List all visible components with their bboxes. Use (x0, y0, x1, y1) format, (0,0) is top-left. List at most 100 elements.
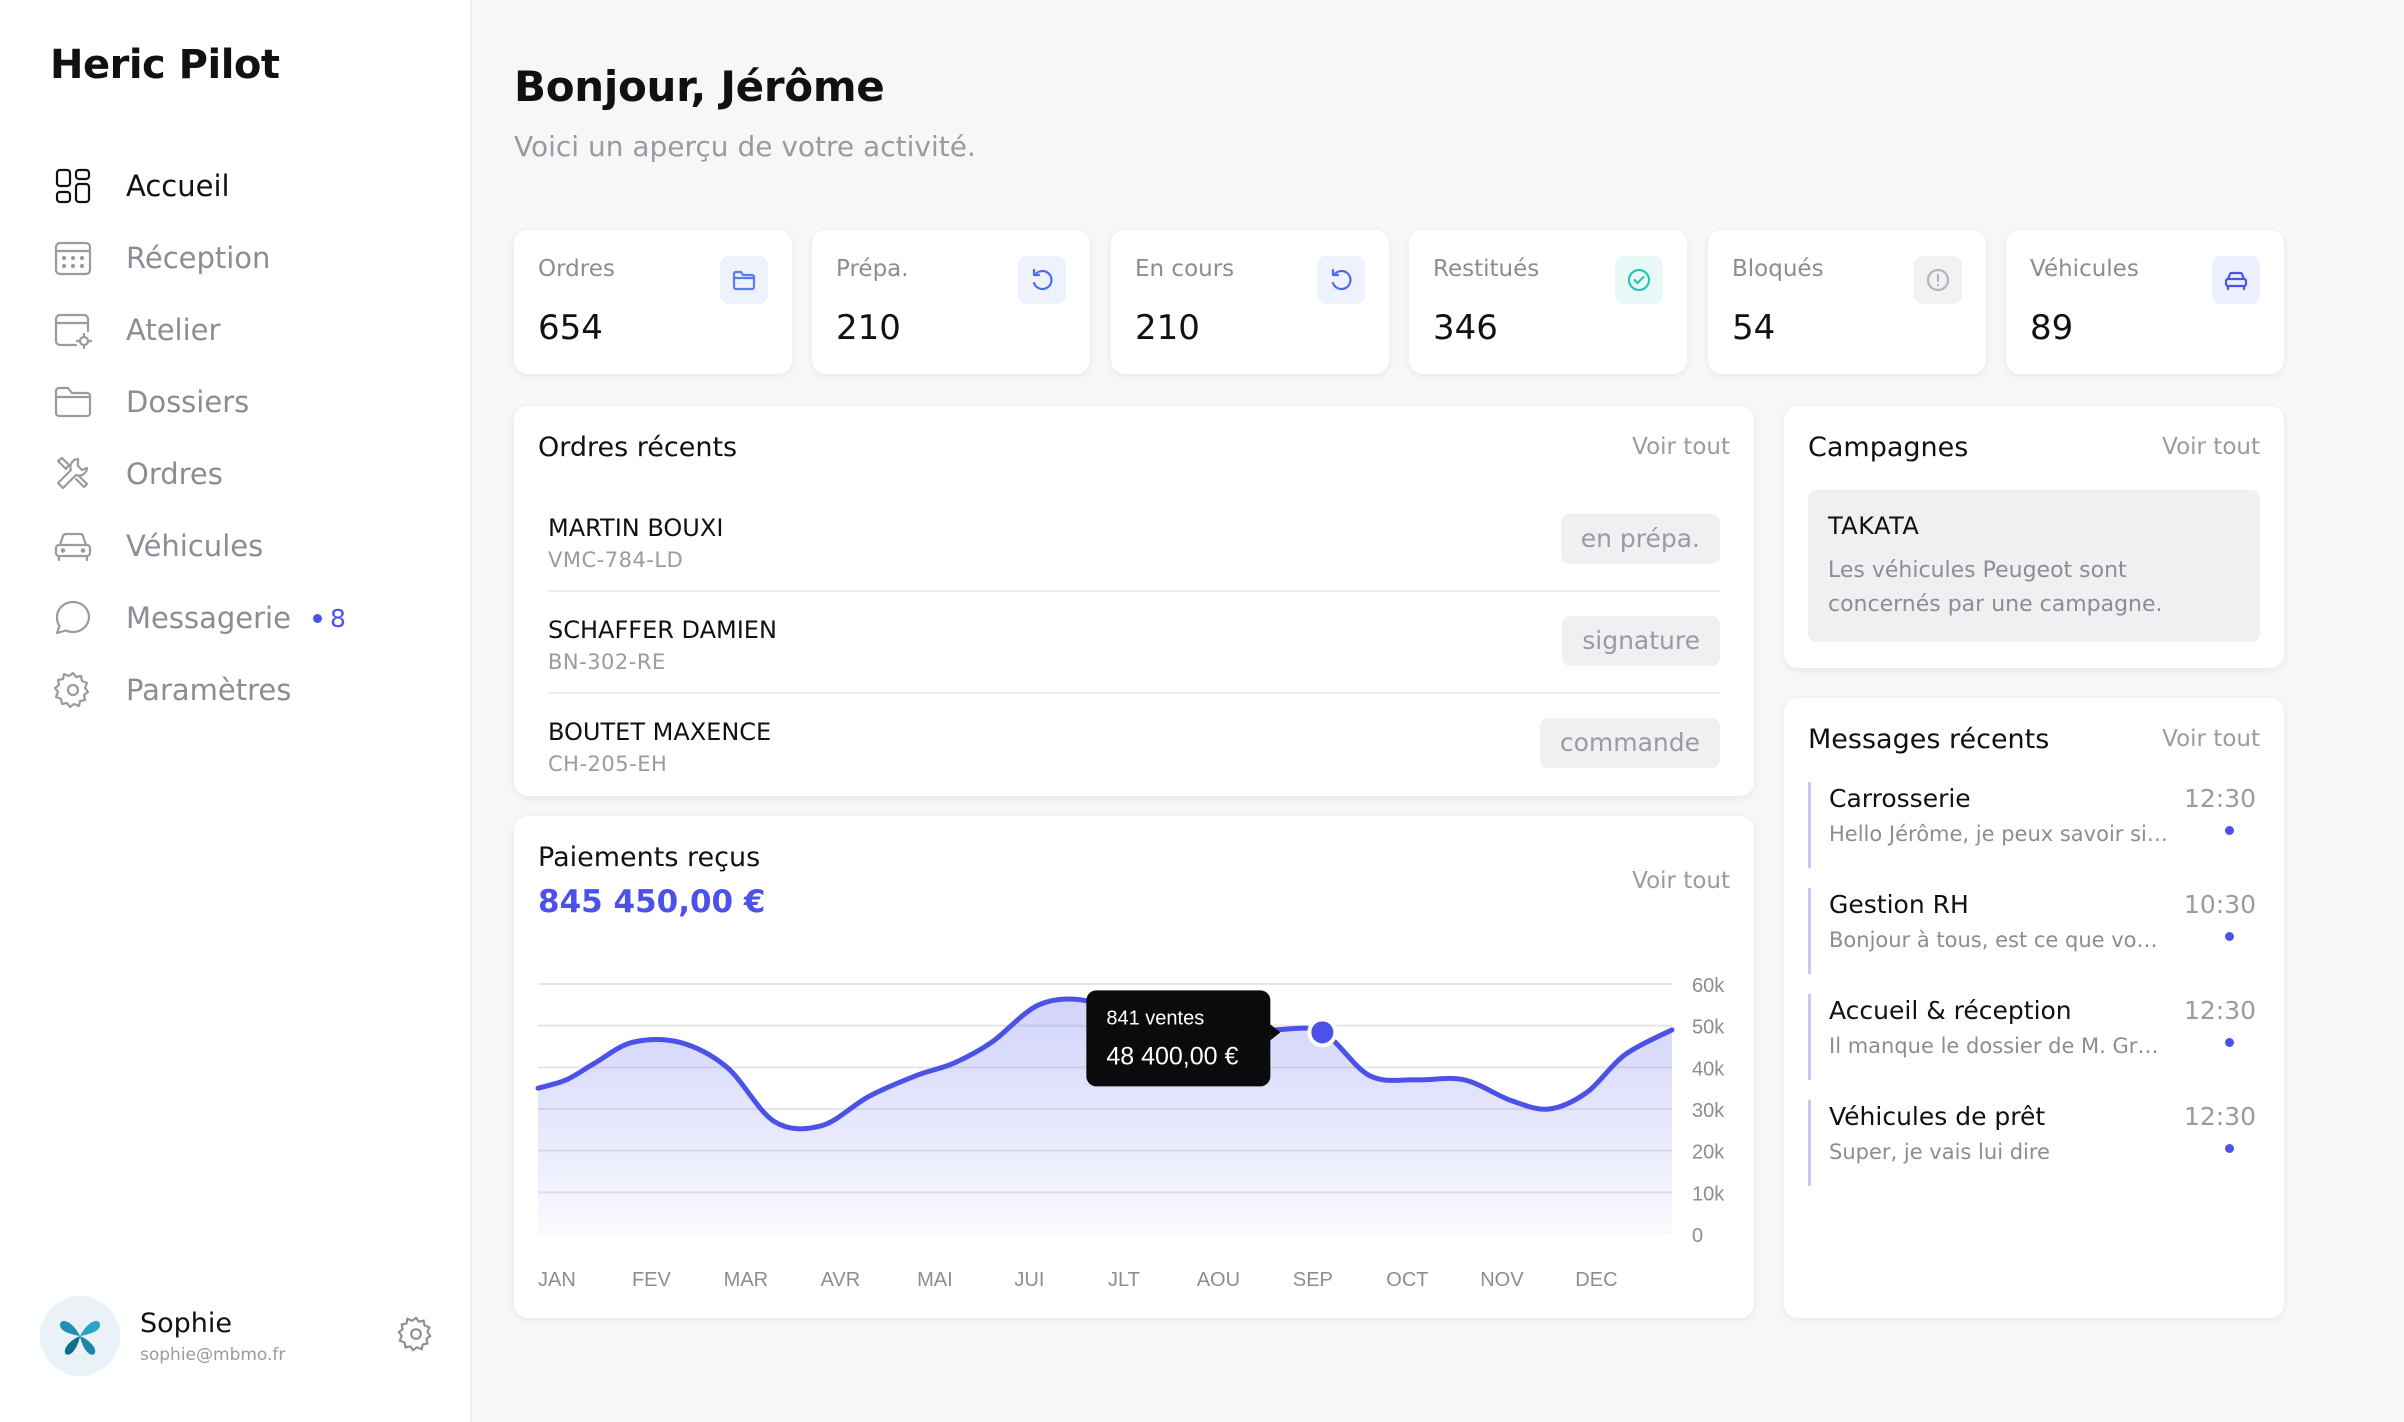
settings-gear-icon[interactable] (396, 1314, 440, 1358)
user-name: Sophie (140, 1307, 233, 1339)
sidebar-item-accueil[interactable]: Accueil (50, 150, 450, 222)
message-time: 10:30 (2183, 890, 2256, 919)
y-tick-label: 40k (1692, 1058, 1725, 1080)
order-client-name: BOUTET MAXENCE (548, 718, 772, 746)
sidebar-item-label: Atelier (126, 313, 221, 347)
message-item[interactable]: Carrosserie Hello Jérôme, je peux savoir… (1808, 782, 2260, 868)
user-profile[interactable]: Sophie sophie@mbmo.fr (40, 1294, 440, 1378)
stat-value: 210 (1135, 308, 1200, 348)
campaign-item[interactable]: TAKATA Les véhicules Peugeot sont concer… (1808, 490, 2260, 642)
sidebar-item-label: Accueil (126, 169, 230, 203)
car-icon (2212, 256, 2260, 304)
y-tick-label: 30k (1692, 1100, 1725, 1122)
tools-icon (50, 451, 96, 497)
payments-chart: 60k 50k 40k 30k 20k 10k 0 JAN FEV MAR AVR MAI JUI JLT… (535, 975, 1725, 1291)
info-icon (1914, 256, 1962, 304)
payments-card: Paiements reçus 845 450,00 € Voir tout 6… (514, 816, 1754, 1318)
unread-dot (2225, 1038, 2234, 1047)
y-tick-label: 60k (1692, 975, 1725, 997)
status-badge: en prépa. (1560, 514, 1720, 564)
order-row[interactable]: MARTIN BOUXI VMC-784-LD en prépa. (548, 490, 1720, 592)
sidebar-item-messagerie[interactable]: Messagerie 8 (50, 582, 450, 654)
x-tick-label: DEC (1575, 1269, 1617, 1291)
sidebar-item-label: Dossiers (126, 385, 250, 419)
card-title: Campagnes (1808, 432, 1969, 463)
page-title: Bonjour, Jérôme (514, 62, 885, 111)
tooltip-amount: 48 400,00 € (1106, 1042, 1238, 1070)
series-line (535, 996, 1675, 1132)
sidebar-item-label: Paramètres (126, 673, 292, 707)
stat-card-ordres[interactable]: Ordres 654 (514, 230, 792, 374)
order-row[interactable]: SCHAFFER DAMIEN BN-302-RE signature (548, 592, 1720, 694)
message-item[interactable]: Véhicules de prêt Super, je vais lui dir… (1808, 1100, 2260, 1186)
stat-card-bloques[interactable]: Bloqués 54 (1708, 230, 1986, 374)
y-tick-label: 10k (1692, 1183, 1725, 1205)
message-item[interactable]: Accueil & réception Il manque le dossier… (1808, 994, 2260, 1080)
gear-icon (50, 667, 96, 713)
unread-dot (2225, 932, 2234, 941)
stat-card-prepa[interactable]: Prépa. 210 (812, 230, 1090, 374)
x-tick-label: JAN (538, 1269, 576, 1291)
payments-total: 845 450,00 € (538, 884, 766, 920)
message-preview: Il manque le dossier de M. Grui... (1829, 1034, 2169, 1058)
campaigns-see-all-link[interactable]: Voir tout (2162, 434, 2260, 460)
sidebar-item-parametres[interactable]: Paramètres (50, 654, 450, 726)
stat-value: 54 (1732, 308, 1776, 348)
sidebar: Heric Pilot Accueil Réception Atelier Do… (0, 0, 472, 1422)
avatar (40, 1296, 120, 1376)
stat-label: Ordres (538, 256, 615, 282)
x-tick-label: AOU (1197, 1269, 1240, 1291)
sidebar-item-dossiers[interactable]: Dossiers (50, 366, 450, 438)
message-title: Gestion RH (1829, 890, 1969, 919)
campaign-description: Les véhicules Peugeot sont concernés par… (1828, 558, 2163, 617)
stat-card-vehicules[interactable]: Véhicules 89 (2006, 230, 2284, 374)
sidebar-item-label: Réception (126, 241, 271, 275)
stat-label: En cours (1135, 256, 1235, 282)
message-time: 12:30 (2183, 1102, 2256, 1131)
message-preview: Bonjour à tous, est ce que vous... (1829, 928, 2169, 952)
chat-icon (50, 595, 96, 641)
order-client-name: MARTIN BOUXI (548, 514, 724, 542)
message-preview: Hello Jérôme, je peux savoir si j... (1829, 822, 2169, 846)
tooltip-arrow (1270, 1024, 1281, 1041)
sidebar-item-atelier[interactable]: Atelier (50, 294, 450, 366)
x-tick-label: FEV (632, 1269, 672, 1291)
order-row[interactable]: BOUTET MAXENCE CH-205-EH commande (548, 694, 1720, 796)
sidebar-nav: Accueil Réception Atelier Dossiers Ordre… (50, 150, 450, 726)
recent-messages-card: Messages récents Voir tout Carrosserie H… (1784, 698, 2284, 1318)
x-tick-label: SEP (1293, 1269, 1333, 1291)
highlight-point (1307, 1017, 1338, 1048)
order-client-name: SCHAFFER DAMIEN (548, 616, 777, 644)
x-tick-label: JLT (1108, 1269, 1140, 1291)
order-plate: VMC-784-LD (548, 548, 684, 572)
y-tick-label: 50k (1692, 1017, 1725, 1039)
refresh-icon (1317, 256, 1365, 304)
payments-see-all-link[interactable]: Voir tout (1632, 868, 1730, 894)
sidebar-item-reception[interactable]: Réception (50, 222, 450, 294)
message-item[interactable]: Gestion RH Bonjour à tous, est ce que vo… (1808, 888, 2260, 974)
campaign-name: TAKATA (1828, 512, 1920, 540)
stat-card-en-cours[interactable]: En cours 210 (1111, 230, 1389, 374)
stat-card-restitues[interactable]: Restitués 346 (1409, 230, 1687, 374)
status-badge: signature (1562, 616, 1720, 666)
unread-dot (2225, 1144, 2234, 1153)
card-title: Messages récents (1808, 724, 2050, 755)
message-time: 12:30 (2183, 996, 2256, 1025)
status-badge: commande (1539, 718, 1720, 768)
refresh-icon (1018, 256, 1066, 304)
sidebar-item-vehicules[interactable]: Véhicules (50, 510, 450, 582)
x-tick-label: MAI (917, 1269, 953, 1291)
workshop-icon (50, 307, 96, 353)
orders-see-all-link[interactable]: Voir tout (1632, 434, 1730, 460)
messages-see-all-link[interactable]: Voir tout (2162, 726, 2260, 752)
calendar-icon (50, 235, 96, 281)
sidebar-item-ordres[interactable]: Ordres (50, 438, 450, 510)
order-plate: CH-205-EH (548, 752, 668, 776)
stat-label: Bloqués (1732, 256, 1824, 282)
check-circle-icon (1615, 256, 1663, 304)
card-title: Ordres récents (538, 432, 738, 463)
stat-value: 210 (836, 308, 901, 348)
sidebar-item-label: Ordres (126, 457, 223, 491)
message-time: 12:30 (2183, 784, 2256, 813)
stat-label: Prépa. (836, 256, 909, 282)
